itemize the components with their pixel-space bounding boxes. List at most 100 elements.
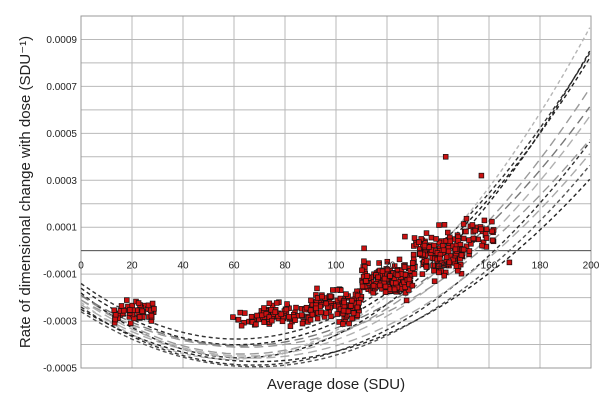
data-point (127, 320, 134, 327)
data-point (354, 304, 361, 311)
data-point (148, 312, 155, 319)
data-point (428, 234, 435, 241)
data-point (340, 321, 346, 327)
y-tick-label: 0.0005 (46, 129, 77, 140)
x-tick-label: 200 (583, 261, 600, 272)
data-point (286, 314, 292, 320)
data-point (263, 311, 270, 317)
data-point (112, 312, 119, 318)
data-point (279, 318, 286, 325)
data-point (362, 264, 368, 270)
data-point (349, 315, 355, 322)
data-point (453, 263, 460, 269)
data-point (375, 274, 381, 281)
y-tick-label: 0.0009 (46, 35, 77, 46)
data-point (436, 239, 443, 246)
fit-curve (80, 141, 591, 366)
x-tick-label: 0 (78, 261, 84, 272)
data-point (445, 229, 451, 236)
data-point (341, 299, 347, 306)
y-tick-label: -0.0001 (43, 270, 77, 281)
y-tick-label: 0.0001 (46, 223, 77, 234)
data-point (149, 300, 156, 307)
data-point (458, 270, 465, 277)
data-point (481, 217, 488, 224)
data-point (235, 316, 242, 323)
fit-curve (80, 139, 591, 348)
y-tick-labels: -0.0005 -0.0003 -0.0001 0.0001 0.0003 0.0005 0… (43, 35, 77, 375)
data-point (431, 278, 438, 284)
data-point (359, 267, 365, 274)
data-point (266, 300, 273, 307)
data-point (430, 262, 436, 269)
data-point (248, 313, 255, 320)
data-point (436, 222, 442, 228)
data-point (410, 251, 417, 258)
data-point (328, 313, 334, 320)
data-point (478, 172, 485, 179)
data-point (384, 258, 391, 265)
y-axis-label: Rate of dimensional change with dose (SD… (17, 36, 34, 348)
data-point (124, 297, 130, 303)
data-point (330, 287, 336, 293)
data-point (460, 235, 467, 242)
data-point (431, 242, 437, 249)
data-point (441, 222, 448, 228)
data-point (469, 222, 476, 228)
data-points (111, 154, 513, 329)
data-point (423, 264, 430, 270)
data-point (489, 237, 496, 244)
data-point (323, 300, 329, 307)
data-point (278, 311, 284, 317)
data-point (419, 271, 426, 277)
data-point (309, 311, 316, 318)
data-point (359, 283, 366, 290)
data-point (361, 258, 367, 264)
x-tick-label: 20 (126, 261, 138, 272)
x-tick-label: 100 (328, 261, 345, 272)
y-tick-label: -0.0003 (43, 317, 77, 328)
x-tick-label: 40 (177, 261, 189, 272)
x-tick-label: 180 (532, 261, 549, 272)
data-point (151, 306, 157, 312)
data-point (319, 293, 325, 300)
data-point (242, 310, 248, 316)
data-point (472, 227, 479, 234)
data-point (284, 301, 290, 307)
data-point (402, 284, 408, 290)
data-point (111, 307, 117, 313)
data-point (376, 260, 382, 266)
data-point (364, 273, 370, 279)
data-point (433, 236, 439, 242)
data-point (343, 291, 349, 297)
data-point (443, 254, 450, 260)
data-point (452, 246, 459, 253)
data-point (387, 273, 393, 279)
data-point (370, 283, 377, 289)
data-point (121, 307, 127, 314)
data-point (436, 269, 442, 276)
data-point (127, 307, 133, 313)
data-point (410, 265, 416, 271)
data-point (345, 308, 352, 315)
y-tick-label: 0.0007 (46, 82, 77, 93)
data-point (238, 322, 245, 329)
data-point (112, 316, 118, 323)
data-point (283, 306, 290, 313)
data-point (361, 245, 367, 252)
data-point (470, 235, 477, 242)
data-point (272, 309, 278, 315)
fit-curve (80, 27, 591, 360)
data-point (261, 305, 267, 311)
data-point (269, 317, 275, 324)
y-tick-label: 0.0003 (46, 176, 77, 187)
data-point (354, 292, 361, 299)
data-point (489, 228, 495, 235)
data-point (381, 275, 388, 282)
data-point (402, 290, 409, 296)
data-point (458, 252, 465, 258)
data-point (346, 320, 352, 327)
data-point (478, 226, 484, 233)
data-point (442, 154, 449, 160)
